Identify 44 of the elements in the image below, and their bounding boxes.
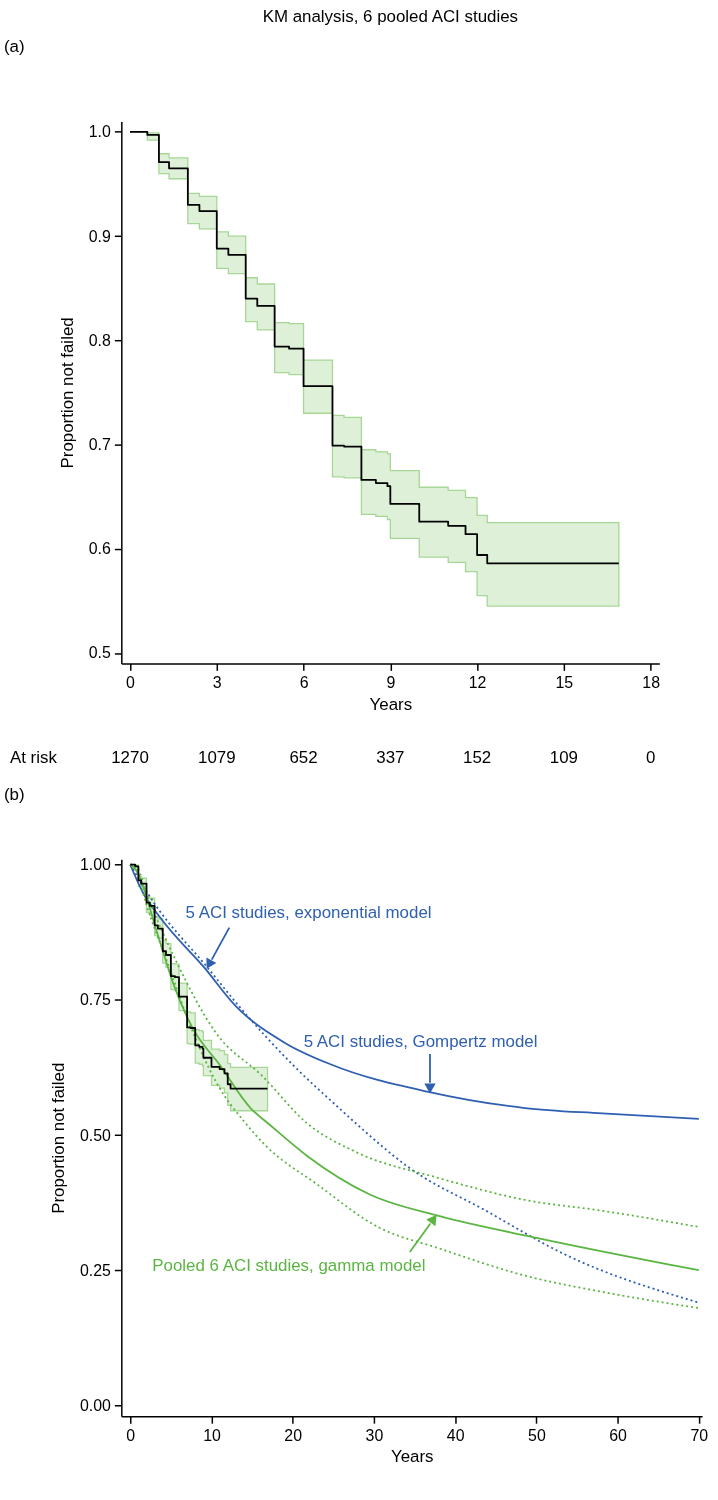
x-tick-label: 20 [284,1426,303,1444]
text: 109 [549,747,578,767]
y-tick-label: 0.00 [79,1396,112,1414]
x-tick-label: 60 [609,1426,628,1444]
chart-title: KM analysis, 6 pooled ACI studies [262,6,519,26]
y-tick-label: 0.8 [88,331,112,349]
x-tick-label: 50 [528,1426,546,1444]
text: 337 [376,747,405,767]
x-tick-label: 6 [299,673,309,691]
x-axis-title: Years [369,694,413,714]
annotation: Pooled 6 ACI studies, gamma model [152,1255,426,1275]
text: 1270 [111,747,149,767]
x-tick-label: 18 [642,673,661,691]
text: (b) [3,784,25,804]
text: 152 [463,747,492,767]
y-tick-label: 1.0 [88,123,112,141]
x-tick-label: 0 [126,1426,136,1444]
y-tick-label: 0.9 [88,227,112,245]
x-tick-label: 30 [365,1426,384,1444]
y-tick-label: 0.5 [88,644,112,662]
y-tick-label: 1.00 [79,856,112,874]
text: 1079 [197,747,236,767]
x-axis-title: Years [390,1447,434,1467]
x-tick-label: 40 [446,1426,465,1444]
y-tick-label: 0.6 [88,540,112,558]
x-tick-label: 10 [203,1426,221,1444]
text: 0 [645,747,656,767]
y-axis-title: Proportion not failed [49,1062,68,1214]
x-tick-label: 3 [212,673,222,691]
x-tick-label: 9 [386,673,396,691]
y-tick-label: 0.25 [79,1261,112,1279]
y-axis-title: Proportion not failed [57,317,77,469]
text: At risk [9,747,58,767]
text: (a) [3,36,25,56]
text: 652 [289,747,318,767]
y-tick-label: 0.7 [88,436,112,453]
y-tick-label: 0.50 [79,1126,112,1144]
y-tick-label: 0.75 [79,991,112,1009]
x-tick-label: 15 [555,673,574,691]
x-tick-label: 12 [468,673,487,691]
annotation: 5 ACI studies, Gompertz model [303,1032,538,1052]
x-tick-label: 0 [126,673,136,691]
annotation: 5 ACI studies, exponential model [185,902,432,922]
x-tick-label: 70 [690,1426,709,1444]
